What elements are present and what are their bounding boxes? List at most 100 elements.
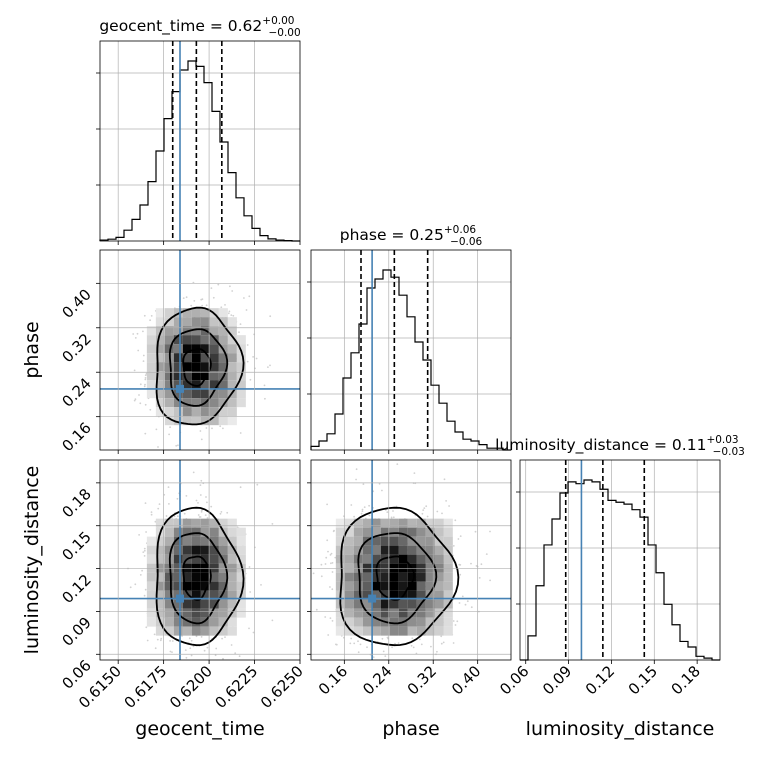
density-cell: [146, 581, 156, 591]
density-cell: [344, 608, 354, 618]
density-cell: [209, 518, 219, 528]
scatter-point: [440, 642, 443, 645]
grid-lines: [520, 460, 720, 660]
scatter-point: [173, 515, 176, 518]
density-cell: [218, 308, 228, 318]
scatter-point: [441, 512, 443, 515]
scatter-point: [159, 639, 162, 642]
scatter-point: [199, 516, 202, 518]
scatter-point: [143, 314, 146, 317]
density-cell: [227, 599, 237, 609]
scatter-point: [143, 385, 146, 388]
density-cell: [227, 326, 237, 336]
scatter-point: [386, 511, 389, 513]
scatter-point: [426, 515, 429, 518]
density-cell: [371, 608, 381, 618]
density-cell: [344, 617, 354, 627]
density-cell: [191, 416, 201, 426]
density-cell: [353, 590, 363, 600]
density-cell: [200, 572, 210, 582]
density-cell: [182, 581, 192, 591]
scatter-point: [195, 635, 198, 638]
density-cell: [398, 527, 408, 537]
density-cell: [425, 536, 435, 546]
scatter-point: [226, 511, 229, 514]
density-cell: [191, 599, 201, 609]
scatter-point: [397, 642, 400, 644]
density-cell: [416, 590, 426, 600]
density-cell: [191, 362, 201, 372]
scatter-point: [325, 556, 328, 559]
scatter-point: [331, 571, 334, 573]
scatter-point: [206, 501, 208, 504]
scatter-point: [238, 331, 240, 334]
scatter-point: [360, 512, 363, 515]
density-cell: [182, 572, 192, 582]
scatter-point: [255, 357, 258, 360]
scatter-point: [200, 438, 203, 441]
scatter-point: [355, 468, 358, 471]
scatter-point: [430, 645, 432, 648]
scatter-point: [239, 432, 242, 434]
density-cell: [218, 545, 228, 555]
scatter-point: [176, 497, 179, 500]
scatter-point: [200, 509, 203, 512]
scatter-point: [363, 506, 366, 508]
scatter-point: [206, 517, 209, 519]
density-cell: [218, 617, 228, 627]
density-cell: [182, 380, 192, 390]
title-phase: phase = 0.25+0.06 −0.06: [340, 224, 483, 248]
density-cell: [227, 572, 237, 582]
panel-phase-vs-luminosity_distance: [311, 460, 511, 660]
density-cell: [173, 536, 183, 546]
density-cell: [191, 335, 201, 345]
density-cell: [335, 527, 345, 537]
density-cell: [191, 518, 201, 528]
scatter-point: [333, 529, 335, 532]
x-tick-label: 0.6200: [166, 662, 216, 712]
scatter-point: [386, 636, 389, 639]
scatter-point: [353, 642, 356, 645]
scatter-point: [146, 639, 149, 642]
density-cell: [227, 518, 237, 528]
density-cell: [443, 563, 453, 573]
density-cell: [191, 353, 201, 363]
scatter-point: [212, 296, 215, 299]
density-cell: [371, 599, 381, 609]
density-cell: [227, 581, 237, 591]
scatter-point: [457, 538, 460, 540]
x-tick-label: 0.16: [315, 662, 351, 698]
scatter-point: [157, 507, 160, 510]
title-luminosity_distance: luminosity_distance = 0.11+0.03 −0.03: [495, 434, 745, 458]
density-cell: [371, 590, 381, 600]
density-cell: [191, 590, 201, 600]
density-cell: [155, 608, 165, 618]
density-cell: [227, 362, 237, 372]
density-cell: [407, 599, 417, 609]
scatter-point: [200, 511, 203, 513]
scatter-point: [461, 595, 464, 598]
density-cell: [380, 554, 390, 564]
density-cell: [443, 554, 453, 564]
density-cell: [182, 536, 192, 546]
density-cell: [398, 545, 408, 555]
density-cell: [164, 362, 174, 372]
density-cell: [335, 545, 345, 555]
density-cell: [209, 608, 219, 618]
scatter-point: [368, 504, 370, 507]
density-cell: [164, 416, 174, 426]
scatter-point: [227, 312, 230, 315]
density-cell: [155, 371, 165, 381]
density-cell: [380, 527, 390, 537]
scatter-point: [222, 657, 224, 660]
density-cell: [191, 608, 201, 618]
scatter-point: [456, 620, 459, 623]
scatter-point: [190, 654, 193, 657]
density-cell: [164, 335, 174, 345]
density-cell: [335, 554, 345, 564]
density-cell: [200, 389, 210, 399]
scatter-point: [320, 575, 323, 578]
scatter-point: [197, 514, 200, 516]
density-cell: [227, 527, 237, 537]
